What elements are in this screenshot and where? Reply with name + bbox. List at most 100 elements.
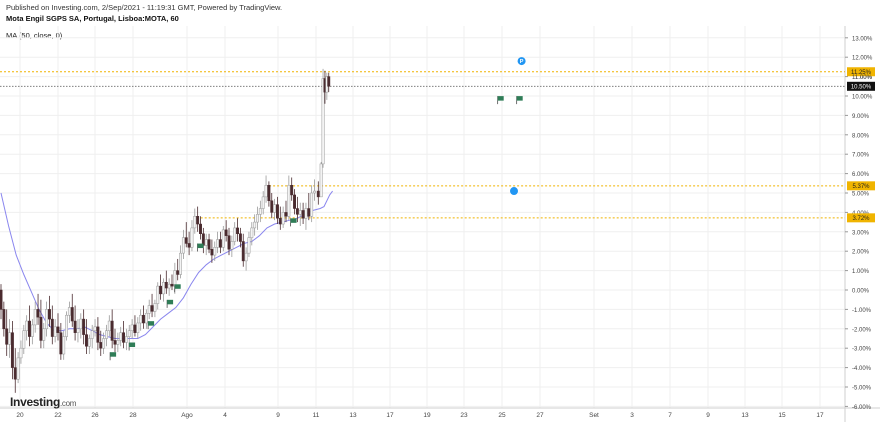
candle-body bbox=[273, 204, 277, 213]
candle-body bbox=[119, 332, 123, 341]
candle-body bbox=[256, 214, 259, 223]
chart-title: Mota Engil SGPS SA, Portugal, Lisboa:MOT… bbox=[6, 14, 179, 23]
candle-body bbox=[133, 324, 137, 333]
logo-brand: Investing bbox=[10, 395, 60, 409]
y-tick-label: 12.00% bbox=[852, 56, 873, 62]
candle-body bbox=[219, 239, 222, 248]
flag-marker bbox=[129, 342, 136, 347]
candle-body bbox=[176, 270, 180, 275]
level-box bbox=[847, 67, 875, 77]
level-label: 5.37% bbox=[852, 184, 870, 190]
x-tick-label: 17 bbox=[386, 412, 394, 419]
y-tick-label: -1.00% bbox=[852, 308, 872, 314]
candle-body bbox=[59, 332, 63, 355]
candle-body bbox=[278, 217, 282, 225]
candle-body bbox=[253, 221, 257, 229]
y-tick-label: -2.00% bbox=[852, 327, 872, 333]
event-badge-label: P bbox=[520, 59, 524, 65]
candle-body bbox=[233, 227, 237, 242]
candle-body bbox=[5, 328, 9, 345]
candle-body bbox=[167, 283, 171, 289]
current-price-box bbox=[847, 81, 875, 91]
candle-body bbox=[190, 227, 194, 248]
candle-body bbox=[150, 305, 154, 312]
candle-body bbox=[136, 322, 140, 333]
x-tick-label: 25 bbox=[498, 412, 506, 419]
candle-body bbox=[179, 252, 183, 275]
candle-body bbox=[310, 192, 314, 217]
y-tick-label: 3.00% bbox=[852, 230, 870, 236]
x-tick-label: 7 bbox=[668, 412, 672, 419]
candle-body bbox=[110, 320, 114, 341]
indicator-legend[interactable]: MA (50, close, 0) bbox=[6, 31, 63, 40]
logo-suffix: .com bbox=[59, 399, 77, 408]
candle-body bbox=[164, 281, 168, 289]
flag-marker bbox=[290, 218, 297, 223]
y-tick-label: -4.00% bbox=[852, 366, 872, 372]
candle-body bbox=[162, 281, 165, 295]
candle-body bbox=[170, 283, 174, 287]
candle-body bbox=[210, 249, 214, 256]
candle-body bbox=[93, 326, 97, 331]
x-tick-label: 28 bbox=[129, 412, 137, 419]
x-tick-label: Ago bbox=[181, 412, 193, 419]
x-tick-label: Set bbox=[589, 412, 599, 419]
candle-body bbox=[87, 338, 91, 347]
y-tick-label: 0.00% bbox=[852, 289, 870, 295]
flag-marker bbox=[148, 321, 155, 326]
candle-body bbox=[221, 229, 225, 248]
level-label: 11.25% bbox=[851, 70, 872, 76]
candle-body bbox=[321, 78, 325, 165]
x-tick-label: 13 bbox=[741, 412, 749, 419]
y-tick-label: 10.00% bbox=[852, 95, 873, 101]
candle-body bbox=[184, 237, 188, 244]
candle-body bbox=[159, 285, 163, 295]
y-tick-label: 8.00% bbox=[852, 133, 870, 139]
level-box bbox=[847, 181, 875, 191]
investing-logo[interactable]: Investing.com bbox=[10, 395, 76, 409]
x-tick-label: 9 bbox=[706, 412, 710, 419]
x-tick-label: 3 bbox=[630, 412, 634, 419]
x-tick-label: 27 bbox=[536, 412, 544, 419]
candle-body bbox=[73, 320, 77, 333]
candle-body bbox=[19, 347, 23, 359]
candle-body bbox=[30, 324, 34, 337]
x-tick-label: 20 bbox=[16, 412, 24, 419]
candle-body bbox=[16, 357, 20, 380]
flag-marker bbox=[197, 243, 204, 249]
candle-body bbox=[204, 239, 208, 246]
y-tick-label: 2.00% bbox=[852, 250, 870, 256]
candle-body bbox=[65, 314, 68, 337]
flag-marker bbox=[174, 284, 181, 289]
candle-body bbox=[13, 367, 17, 380]
candle-body bbox=[244, 252, 248, 262]
candle-body bbox=[33, 309, 37, 326]
candle-body bbox=[264, 184, 268, 198]
candle-body bbox=[36, 309, 40, 318]
candle-body bbox=[261, 196, 265, 209]
candle-body bbox=[290, 184, 294, 196]
candle-body bbox=[76, 328, 80, 333]
y-tick-label: -3.00% bbox=[852, 347, 872, 353]
y-tick-label: 6.00% bbox=[852, 172, 870, 178]
x-tick-label: 19 bbox=[423, 412, 431, 419]
candle-body bbox=[56, 326, 60, 333]
candle-body bbox=[181, 237, 185, 254]
candle-body bbox=[316, 190, 320, 198]
y-tick-label: -5.00% bbox=[852, 386, 872, 392]
flag-marker bbox=[110, 352, 117, 357]
candle-body bbox=[287, 184, 291, 217]
y-tick-label: 7.00% bbox=[852, 153, 870, 159]
candle-body bbox=[293, 194, 297, 209]
candle-body bbox=[236, 227, 240, 234]
candle-body bbox=[2, 309, 6, 330]
candle-body bbox=[70, 307, 74, 322]
y-tick-label: 11.00% bbox=[852, 75, 873, 81]
candle-body bbox=[62, 336, 66, 355]
candle-body bbox=[281, 212, 285, 225]
current-price-label: 10.50% bbox=[851, 85, 872, 91]
candle-body bbox=[28, 320, 31, 337]
candle-body bbox=[48, 309, 51, 320]
x-tick-label: 9 bbox=[276, 412, 280, 419]
